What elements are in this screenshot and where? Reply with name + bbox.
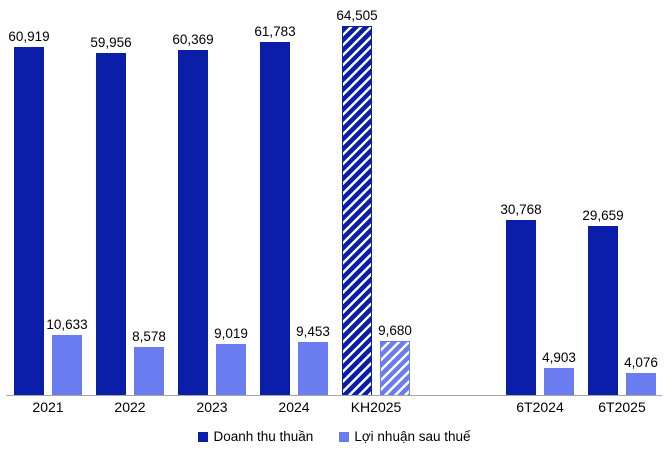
x-axis-label-2023: 2023 <box>196 399 228 415</box>
x-axis-label-2024: 2024 <box>278 399 310 415</box>
bar-KH2025-series0 <box>342 26 372 396</box>
bar-6T2025-series0 <box>588 226 618 396</box>
bar-2022-series0 <box>96 53 126 396</box>
bar-value-label-2021-series0: 60,919 <box>8 29 50 44</box>
x-axis-label-6T2024: 6T2024 <box>516 399 564 415</box>
bar-6T2024-series1 <box>544 368 574 396</box>
legend-item-revenue: Doanh thu thuần <box>198 429 313 444</box>
bar-value-label-2021-series1: 10,633 <box>46 317 88 332</box>
bar-value-label-KH2025-series0: 64,505 <box>336 8 378 23</box>
bar-value-label-6T2024-series0: 30,768 <box>500 202 542 217</box>
legend-item-profit: Lợi nhuận sau thuế <box>339 429 471 444</box>
x-axis-label-2021: 2021 <box>32 399 64 415</box>
bar-value-label-2022-series1: 8,578 <box>132 329 166 344</box>
bar-value-label-2024-series0: 61,783 <box>254 24 296 39</box>
bar-value-label-2023-series0: 60,369 <box>172 32 214 47</box>
bar-value-label-6T2025-series1: 4,076 <box>624 355 658 370</box>
bar-value-label-6T2024-series1: 4,903 <box>542 350 576 365</box>
bar-2024-series1 <box>298 342 328 396</box>
bar-value-label-KH2025-series1: 9,680 <box>378 323 412 338</box>
bar-value-label-2024-series1: 9,453 <box>296 324 330 339</box>
x-axis-line <box>6 395 662 396</box>
bar-2021-series0 <box>14 47 44 396</box>
legend-label-profit: Lợi nhuận sau thuế <box>354 429 471 444</box>
bar-6T2024-series0 <box>506 220 536 396</box>
bar-2021-series1 <box>52 335 82 396</box>
x-axis-label-KH2025: KH2025 <box>350 399 402 415</box>
legend-swatch-profit-icon <box>339 431 350 442</box>
bar-2023-series0 <box>178 50 208 396</box>
bar-2023-series1 <box>216 344 246 396</box>
bar-value-label-2023-series1: 9,019 <box>214 326 248 341</box>
chart-legend: Doanh thu thuần Lợi nhuận sau thuế <box>0 429 669 444</box>
bar-2024-series0 <box>260 42 290 396</box>
legend-label-revenue: Doanh thu thuần <box>213 429 314 444</box>
x-axis-label-6T2025: 6T2025 <box>598 399 646 415</box>
bar-6T2025-series1 <box>626 373 656 396</box>
legend-swatch-revenue-icon <box>198 431 209 442</box>
bar-2022-series1 <box>134 347 164 396</box>
bar-value-label-6T2025-series0: 29,659 <box>582 208 624 223</box>
bar-value-label-2022-series0: 59,956 <box>90 35 132 50</box>
x-axis-label-2022: 2022 <box>114 399 146 415</box>
bar-KH2025-series1 <box>380 341 410 396</box>
